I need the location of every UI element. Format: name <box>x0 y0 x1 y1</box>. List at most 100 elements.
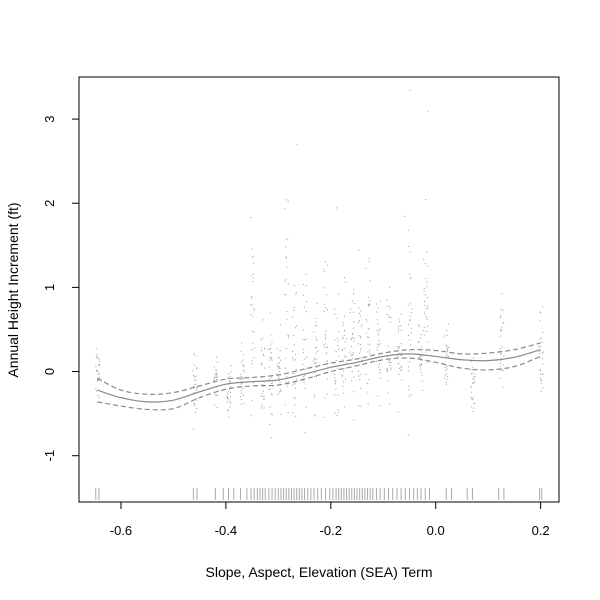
scatter-point <box>541 352 543 354</box>
scatter-point <box>342 338 344 340</box>
scatter-point <box>294 285 296 287</box>
scatter-column <box>313 303 318 417</box>
scatter-point <box>272 385 274 387</box>
scatter-point <box>341 350 343 352</box>
scatter-point <box>294 359 296 361</box>
scatter-point <box>314 394 316 396</box>
scatter-point <box>446 378 448 380</box>
scatter-point <box>446 346 448 348</box>
scatter-point <box>471 373 473 375</box>
scatter-point <box>352 352 354 354</box>
scatter-point <box>276 348 278 350</box>
scatter-point <box>499 363 501 365</box>
scatter-point <box>243 365 245 367</box>
scatter-point <box>253 256 255 258</box>
scatter-point <box>542 373 544 375</box>
scatter-point <box>269 366 271 368</box>
scatter-point <box>368 257 370 259</box>
scatter-point <box>194 387 196 389</box>
scatter-point <box>293 310 295 312</box>
scatter-point <box>418 341 420 343</box>
scatter-point <box>292 357 294 359</box>
scatter-point <box>343 381 345 383</box>
scatter-point <box>261 364 263 366</box>
scatter-point <box>407 434 409 436</box>
scatter-point <box>325 307 327 309</box>
scatter-point <box>448 346 450 348</box>
scatter-point <box>353 419 355 421</box>
scatter-point <box>539 350 541 352</box>
scatter-point <box>95 366 97 368</box>
scatter-point <box>367 328 369 330</box>
scatter-point <box>473 376 475 378</box>
scatter-point <box>351 380 353 382</box>
scatter-point <box>344 341 346 343</box>
scatter-point <box>359 379 361 381</box>
scatter-point <box>335 388 337 390</box>
scatter-point <box>226 393 228 395</box>
scatter-point <box>214 374 216 376</box>
scatter-point <box>358 307 360 309</box>
scatter-point <box>292 384 294 386</box>
scatter-point <box>213 379 215 381</box>
scatter-point <box>216 370 218 372</box>
scatter-point <box>277 393 279 395</box>
scatter-point <box>253 273 255 275</box>
scatter-point <box>196 386 198 388</box>
scatter-point <box>294 397 296 399</box>
scatter-point <box>409 315 411 317</box>
scatter-point <box>367 343 369 345</box>
scatter-point <box>344 355 346 357</box>
scatter-point <box>278 357 280 359</box>
scatter-point <box>292 372 294 374</box>
scatter-column <box>423 251 429 363</box>
scatter-point <box>195 389 197 391</box>
scatter-point <box>419 326 421 328</box>
scatter-point <box>254 347 256 349</box>
scatter-point <box>369 344 371 346</box>
x-tick-label: -0.6 <box>110 523 132 538</box>
scatter-point <box>337 344 339 346</box>
scatter-point <box>365 332 367 334</box>
scatter-point <box>270 344 272 346</box>
scatter-point <box>425 331 427 333</box>
scatter-point <box>324 346 326 348</box>
scatter-point <box>295 291 297 293</box>
scatter-point <box>243 402 245 404</box>
scatter-point <box>425 278 427 280</box>
scatter-point <box>98 358 100 360</box>
scatter-point <box>229 375 231 377</box>
scatter-point <box>542 332 544 334</box>
scatter-point <box>345 356 347 358</box>
scatter-point <box>389 286 391 288</box>
x-tick-label: -0.2 <box>320 523 342 538</box>
scatter-point <box>215 375 217 377</box>
scatter-point <box>284 293 286 295</box>
scatter-point <box>196 398 198 400</box>
scatter-point <box>315 376 317 378</box>
scatter-point <box>296 144 298 146</box>
scatter-point <box>193 376 195 378</box>
scatter-point <box>316 325 318 327</box>
scatter-point <box>96 390 98 392</box>
scatter-point <box>270 358 272 360</box>
scatter-point <box>334 339 336 341</box>
y-tick-label: 0 <box>42 368 57 375</box>
scatter-point <box>446 353 448 355</box>
scatter-point <box>424 294 426 296</box>
scatter-point <box>541 380 543 382</box>
scatter-point <box>306 356 308 358</box>
scatter-point <box>213 404 215 406</box>
scatter-point <box>360 326 362 328</box>
scatter-point <box>353 311 355 313</box>
scatter-point <box>315 352 317 354</box>
scatter-point <box>471 366 473 368</box>
scatter-point <box>96 371 98 373</box>
scatter-point <box>369 353 371 355</box>
scatter-point <box>419 364 421 366</box>
scatter-point <box>389 362 391 364</box>
scatter-point <box>353 303 355 305</box>
scatter-point <box>358 335 360 337</box>
scatter-point <box>193 402 195 404</box>
scatter-point <box>98 377 100 379</box>
